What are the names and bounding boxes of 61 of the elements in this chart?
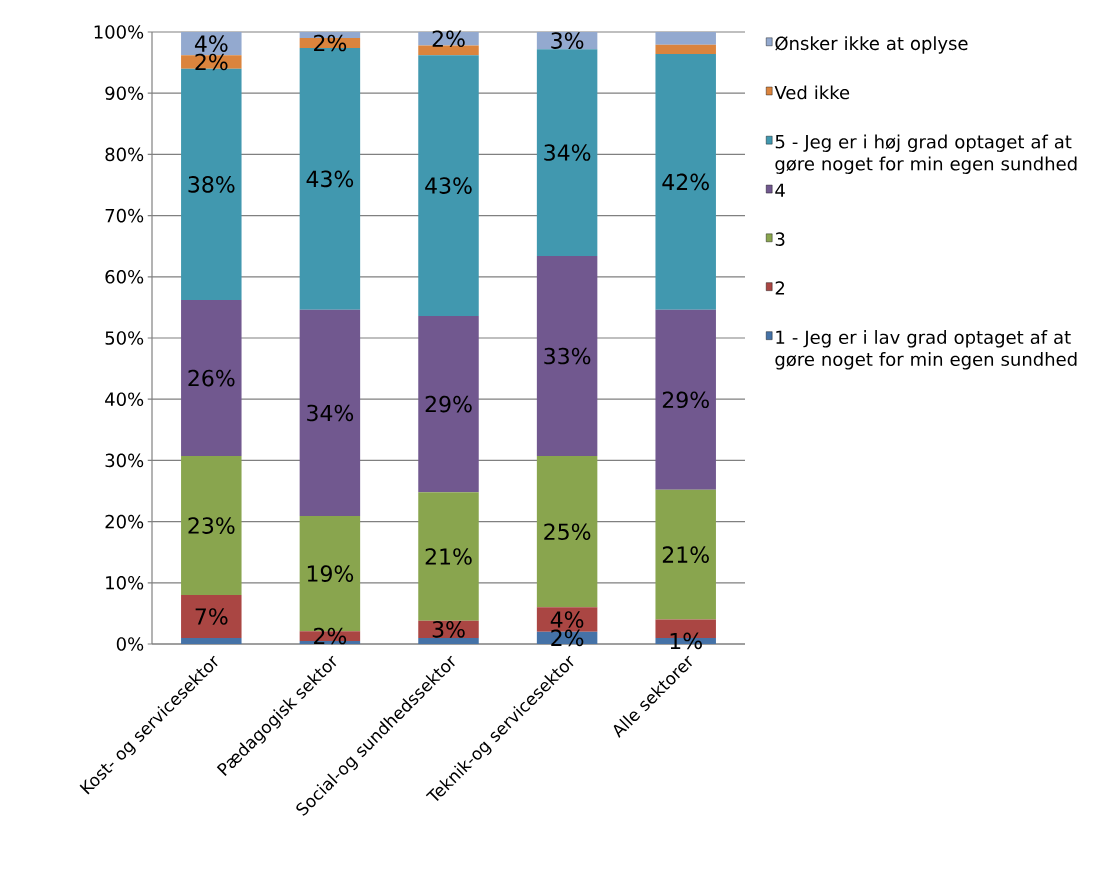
legend-label: Ønsker ikke at oplyse (775, 36, 968, 54)
y-tick-label: 10% (106, 575, 144, 590)
bar (418, 637, 479, 644)
data-label: 2% (551, 629, 584, 647)
y-tick-label: 80% (105, 147, 144, 162)
bar (418, 55, 479, 316)
data-label: 23% (188, 517, 235, 534)
data-label: 33% (544, 347, 591, 365)
bar (418, 492, 479, 621)
bar (418, 315, 479, 493)
data-label: 34% (544, 144, 591, 161)
y-tick-label: 100% (94, 25, 144, 39)
bar (181, 595, 242, 638)
legend-label: 1 - Jeg er i lav grad optaget af at gøre noget for min egen sundhed (775, 330, 1077, 370)
bar (536, 49, 598, 256)
y-tick-label: 70% (105, 208, 144, 223)
y-tick-label: 50% (105, 331, 144, 345)
bar (655, 309, 716, 490)
bar (655, 44, 716, 55)
data-label: 43% (425, 177, 472, 194)
bar (655, 54, 716, 310)
data-label: 3% (432, 620, 465, 638)
bar (299, 309, 361, 517)
y-tick-label: 30% (105, 453, 144, 468)
data-label: 26% (188, 369, 235, 387)
data-label: 2% (314, 34, 347, 52)
data-label: 34% (307, 404, 354, 422)
bar (655, 31, 716, 45)
legend-label: Ved ikke (774, 85, 850, 100)
data-label: 21% (425, 548, 472, 565)
bar (536, 255, 598, 457)
bar (181, 300, 242, 457)
data-label: 21% (662, 546, 709, 563)
data-label: 7% (195, 608, 228, 625)
data-label: 29% (662, 391, 709, 409)
data-label: 25% (544, 523, 591, 541)
data-label: 38% (188, 176, 235, 193)
legend-label: 4 (775, 183, 785, 197)
data-label: 4% (194, 35, 228, 52)
data-label: 19% (307, 565, 354, 582)
y-tick-label: 90% (105, 86, 144, 100)
bar (655, 489, 716, 620)
y-tick-label: 40% (105, 392, 144, 406)
data-label: 4% (550, 611, 584, 628)
data-label: 2% (432, 30, 465, 48)
data-label: 43% (306, 170, 354, 188)
data-label: 42% (662, 173, 709, 191)
y-tick-label: 20% (105, 514, 144, 529)
bar (181, 637, 242, 644)
data-label: 2% (314, 627, 347, 645)
legend-label: 3 (775, 232, 785, 246)
bar (181, 456, 242, 596)
data-label: 29% (425, 395, 472, 413)
data-label: 2% (195, 53, 228, 71)
legend-label: 2 (775, 281, 785, 295)
y-tick-label: 0% (116, 637, 144, 651)
data-label: 3% (551, 32, 584, 49)
y-tick-label: 60% (105, 269, 144, 284)
bar (536, 456, 598, 608)
legend-label: 5 - Jeg er i høj grad optaget af at gøre noget for min egen sundhed (775, 134, 1077, 174)
bar (418, 45, 479, 56)
